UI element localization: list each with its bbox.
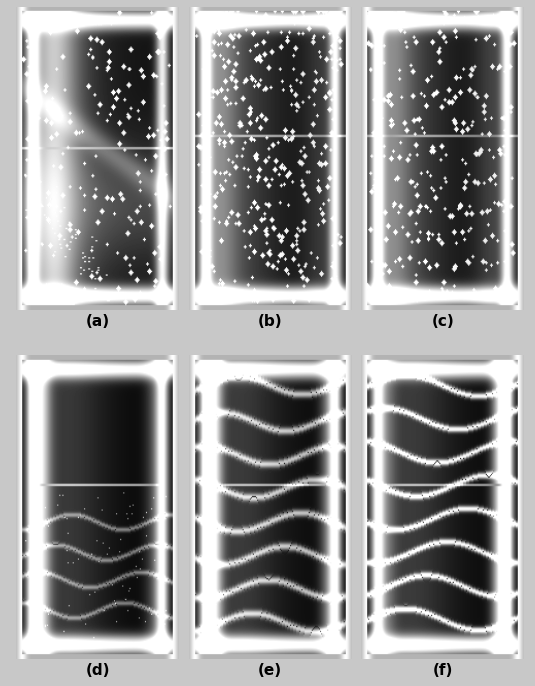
X-axis label: (d): (d)	[85, 663, 110, 678]
X-axis label: (c): (c)	[431, 314, 454, 329]
X-axis label: (e): (e)	[258, 663, 282, 678]
X-axis label: (f): (f)	[433, 663, 453, 678]
X-axis label: (b): (b)	[258, 314, 282, 329]
X-axis label: (a): (a)	[86, 314, 110, 329]
